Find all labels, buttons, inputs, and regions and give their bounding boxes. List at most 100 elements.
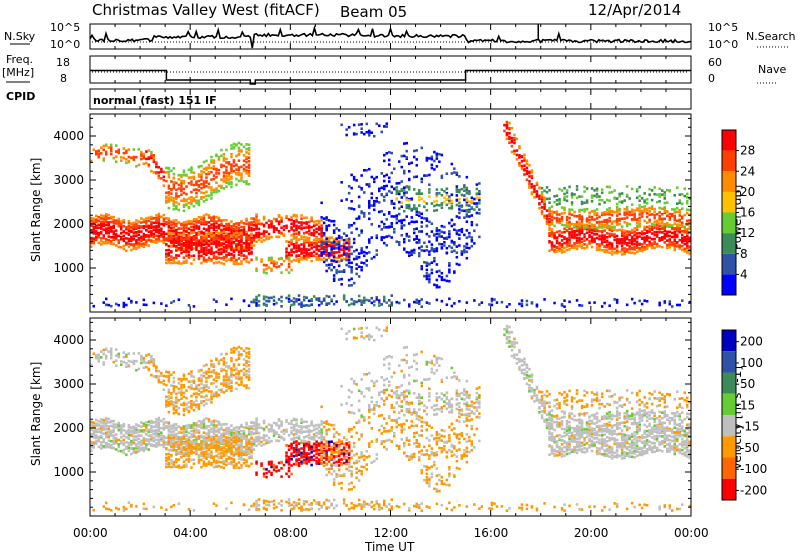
- data-cell: [669, 235, 672, 238]
- power-data-cells: [90, 121, 691, 308]
- data-cell: [288, 241, 291, 244]
- data-cell: [248, 222, 251, 225]
- data-cell: [586, 226, 589, 229]
- data-cell: [145, 239, 148, 242]
- data-cell: [456, 188, 459, 191]
- data-cell: [563, 250, 566, 253]
- data-cell: [416, 237, 419, 240]
- data-cell: [340, 199, 343, 202]
- data-cell: [458, 229, 461, 232]
- data-cell: [108, 242, 111, 245]
- data-cell: [235, 163, 238, 166]
- data-cell: [243, 164, 246, 167]
- data-cell: [228, 245, 231, 248]
- data-cell: [426, 233, 429, 236]
- data-cell: [243, 426, 246, 429]
- data-cell: [664, 241, 667, 244]
- data-cell: [275, 302, 278, 305]
- data-cell: [113, 440, 116, 443]
- data-cell: [453, 167, 456, 170]
- data-cell: [323, 222, 326, 225]
- data-cell: [133, 234, 136, 237]
- data-cell: [631, 247, 634, 250]
- data-cell: [95, 230, 98, 233]
- data-cell: [416, 220, 419, 223]
- data-cell: [123, 423, 126, 426]
- data-cell: [103, 218, 106, 221]
- data-cell: [168, 207, 171, 210]
- cpid-label: CPID: [6, 90, 35, 103]
- data-cell: [210, 189, 213, 192]
- data-cell: [456, 185, 459, 188]
- data-cell: [360, 299, 363, 302]
- data-cell: [368, 205, 371, 208]
- data-cell: [476, 197, 479, 200]
- data-cell: [466, 236, 469, 239]
- data-cell: [320, 235, 323, 238]
- data-cell: [138, 230, 141, 233]
- data-cell: [93, 221, 96, 224]
- data-cell: [591, 229, 594, 232]
- data-cell: [443, 244, 446, 247]
- data-cell: [576, 234, 579, 237]
- data-cell: [441, 206, 444, 209]
- data-cell: [313, 224, 316, 227]
- data-cell: [463, 249, 466, 252]
- data-cell: [233, 228, 236, 231]
- data-cell: [245, 166, 248, 169]
- velocity-data-cells: [90, 325, 691, 512]
- data-cell: [679, 227, 682, 230]
- data-cell: [601, 249, 604, 252]
- data-cell: [631, 252, 634, 255]
- data-cell: [433, 260, 436, 263]
- data-cell: [348, 253, 351, 256]
- data-cell: [553, 232, 556, 235]
- data-cell: [213, 241, 216, 244]
- data-cell: [140, 429, 143, 432]
- data-cell: [628, 223, 631, 226]
- data-cell: [413, 188, 416, 191]
- data-cell: [578, 304, 581, 307]
- colorbar-tick-label: 28: [740, 144, 755, 158]
- data-cell: [521, 165, 524, 168]
- data-cell: [135, 443, 138, 446]
- data-cell: [428, 191, 431, 194]
- data-cell: [376, 200, 379, 203]
- data-cell: [621, 229, 624, 232]
- data-cell: [103, 427, 106, 430]
- data-cell: [526, 160, 529, 163]
- data-cell: [155, 166, 158, 169]
- range-tick-label: 2000: [53, 217, 84, 231]
- data-cell: [305, 248, 308, 251]
- data-cell: [536, 190, 539, 193]
- data-cell: [193, 247, 196, 250]
- data-cell: [165, 425, 168, 428]
- data-cell: [526, 167, 529, 170]
- data-cell: [135, 435, 138, 438]
- data-cell: [130, 243, 133, 246]
- data-cell: [130, 453, 133, 456]
- data-cell: [513, 137, 516, 140]
- data-cell: [608, 213, 611, 216]
- data-cell: [611, 245, 614, 248]
- data-cell: [358, 234, 361, 237]
- data-cell: [458, 244, 461, 247]
- data-cell: [238, 433, 241, 436]
- data-cell: [185, 234, 188, 237]
- data-cell: [223, 153, 226, 156]
- data-cell: [105, 431, 108, 434]
- data-cell: [148, 230, 151, 233]
- data-cell: [658, 215, 661, 218]
- data-cell: [596, 208, 599, 211]
- data-cell: [611, 233, 614, 236]
- data-cell: [666, 201, 669, 204]
- data-cell: [155, 238, 158, 241]
- data-cell: [473, 198, 476, 201]
- data-cell: [426, 157, 429, 160]
- data-cell: [626, 304, 629, 307]
- data-cell: [406, 233, 409, 236]
- data-cell: [110, 226, 113, 229]
- data-cell: [195, 218, 198, 221]
- data-cell: [175, 254, 178, 257]
